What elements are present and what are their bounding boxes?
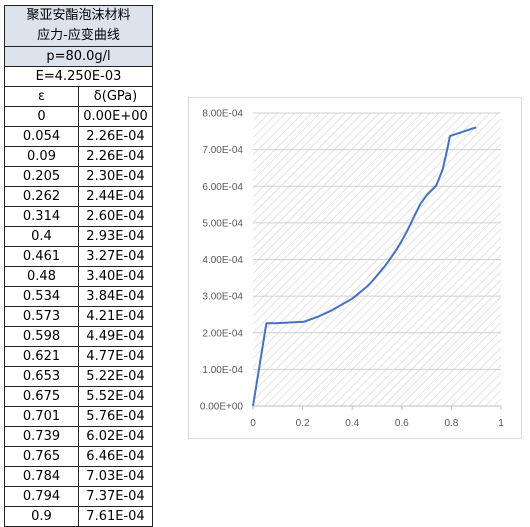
table-row: 0.598 4.49E-04 — [4, 326, 153, 347]
table-row: 聚亚安酯泡沫材料 应力-应变曲线 — [4, 5, 153, 47]
cell: 0.739 — [4, 426, 79, 447]
cell: 0.205 — [4, 166, 79, 187]
table-row: 0.205 2.30E-04 — [4, 166, 153, 187]
modulus: E=4.250E-03 — [4, 66, 153, 87]
x-tick-label: 0.2 — [296, 418, 310, 429]
cell: 0.461 — [4, 246, 79, 267]
table-row: 0.765 6.46E-04 — [4, 446, 153, 467]
table-row: 0.314 2.60E-04 — [4, 206, 153, 227]
cell: 0.48 — [4, 266, 79, 287]
cell: 7.03E-04 — [78, 466, 153, 487]
y-tick-label: 1.00E-04 — [202, 365, 243, 376]
x-tick-label: 0 — [250, 418, 256, 429]
page: {"table":{"title":["聚亚安酯泡沫材料","应力-应变曲线"]… — [4, 5, 522, 527]
table-row: 0.621 4.77E-04 — [4, 346, 153, 367]
table-row: 0.794 7.37E-04 — [4, 486, 153, 507]
cell: 3.84E-04 — [78, 286, 153, 307]
table-row: 0.739 6.02E-04 — [4, 426, 153, 447]
table-row: 0.054 2.26E-04 — [4, 126, 153, 147]
table-row: 0.784 7.03E-04 — [4, 466, 153, 487]
cell: 5.22E-04 — [78, 366, 153, 387]
table-title: 聚亚安酯泡沫材料 应力-应变曲线 — [4, 5, 153, 47]
table-row: 0.461 3.27E-04 — [4, 246, 153, 267]
cell: 0.314 — [4, 206, 79, 227]
table-row: 0.4 2.93E-04 — [4, 226, 153, 247]
y-tick-label: 0.00E+00 — [200, 402, 244, 413]
title-line: 应力-应变曲线 — [37, 28, 120, 43]
table-row: E=4.250E-03 — [4, 66, 153, 87]
cell: 0.054 — [4, 126, 79, 147]
column-header: δ(GPa) — [78, 86, 153, 107]
cell: 0.00E+00 — [78, 106, 153, 127]
y-tick-label: 4.00E-04 — [202, 255, 243, 266]
cell: 0.262 — [4, 186, 79, 207]
cell: 2.26E-04 — [78, 126, 153, 147]
cell: 2.60E-04 — [78, 206, 153, 227]
data-line — [252, 126, 477, 407]
cell: 2.30E-04 — [78, 166, 153, 187]
cell: 4.21E-04 — [78, 306, 153, 327]
x-tick-label: 0.6 — [395, 418, 409, 429]
table-row: 0.653 5.22E-04 — [4, 366, 153, 387]
cell: 0.653 — [4, 366, 79, 387]
x-tick-label: 1 — [498, 418, 504, 429]
y-tick-label: 8.00E-04 — [202, 109, 243, 120]
table-row: 0.534 3.84E-04 — [4, 286, 153, 307]
y-tick-label: 5.00E-04 — [202, 218, 243, 229]
x-tick-label: 0.4 — [345, 418, 359, 429]
y-tick-label: 7.00E-04 — [202, 145, 243, 156]
cell: 4.49E-04 — [78, 326, 153, 347]
y-tick-label: 6.00E-04 — [202, 182, 243, 193]
x-tick-label: 0.8 — [444, 418, 458, 429]
title-line: 聚亚安酯泡沫材料 — [26, 8, 131, 23]
table-row: ε δ(GPa) — [4, 86, 153, 107]
table-row: 0.09 2.26E-04 — [4, 146, 153, 167]
density: p=80.0g/l — [4, 46, 153, 67]
table-row: 0.262 2.44E-04 — [4, 186, 153, 207]
cell: 2.26E-04 — [78, 146, 153, 167]
cell: 0.794 — [4, 486, 79, 507]
y-tick-label: 2.00E-04 — [202, 328, 243, 339]
chart: 0.00E+00 1.00E-04 2.00E-04 3.00E-04 4.00E-04… — [188, 97, 522, 439]
cell: 0.4 — [4, 226, 79, 247]
y-tick-label: 3.00E-04 — [202, 292, 243, 303]
table-row: p=80.0g/l — [4, 46, 153, 67]
data-table: 聚亚安酯泡沫材料 应力-应变曲线 p=80.0g/l E=4.250E-03 ε δ(GP… — [4, 5, 153, 527]
